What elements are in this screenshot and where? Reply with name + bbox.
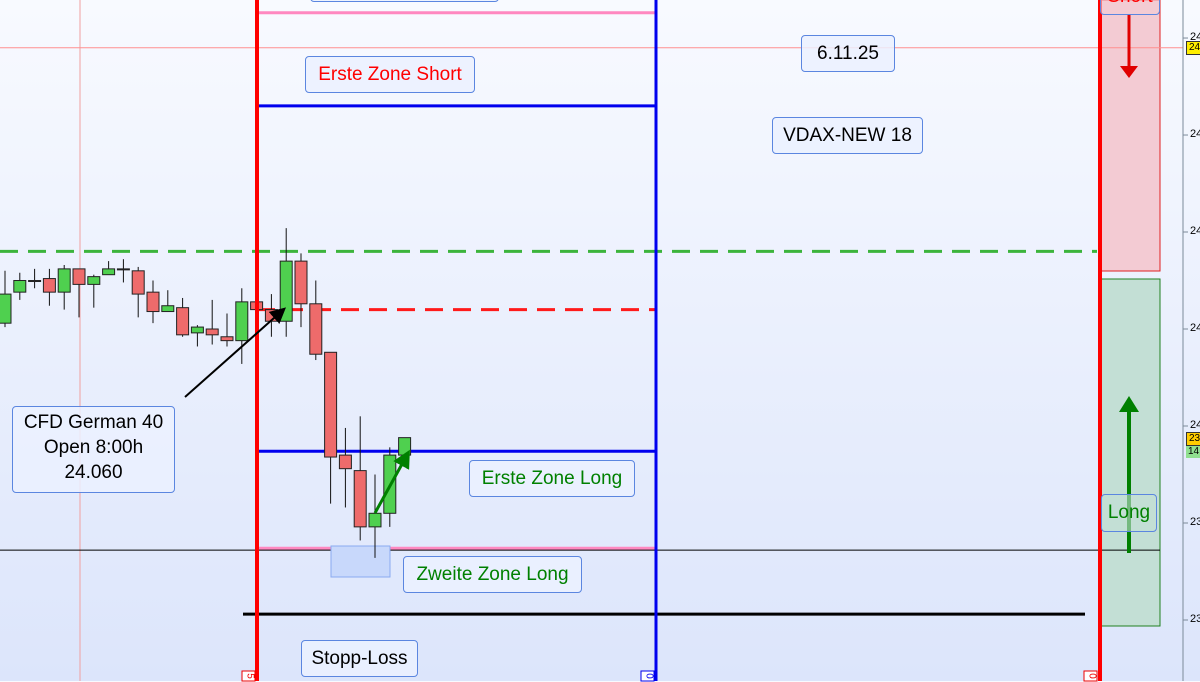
candle-body bbox=[146, 291, 160, 313]
candle-body bbox=[190, 326, 204, 334]
candle bbox=[220, 313, 234, 347]
date-label[interactable]: 6.11.25 bbox=[801, 35, 895, 72]
long-label[interactable]: Long bbox=[1101, 494, 1157, 532]
axis-tick-label: 24 bbox=[1190, 419, 1200, 431]
candle bbox=[102, 261, 116, 276]
candle bbox=[87, 274, 101, 308]
candle bbox=[235, 288, 249, 364]
candle bbox=[176, 297, 190, 337]
candle-body bbox=[324, 351, 338, 458]
candle bbox=[42, 268, 56, 306]
stop-loss-label[interactable]: Stopp-Loss bbox=[301, 640, 418, 677]
candle bbox=[146, 280, 160, 324]
short-arrow-head bbox=[1120, 66, 1138, 78]
erste-zone-short-label[interactable]: Erste Zone Short bbox=[305, 56, 475, 93]
candle-body bbox=[235, 301, 249, 342]
candle bbox=[28, 268, 42, 289]
candle bbox=[205, 299, 219, 345]
candle-body bbox=[353, 470, 367, 528]
candle bbox=[398, 437, 412, 456]
candle-body bbox=[176, 307, 190, 336]
axis-tick-label: 23 bbox=[1190, 515, 1200, 528]
session-start-tag: 5 bbox=[241, 670, 256, 682]
rebound-arrow bbox=[373, 449, 410, 514]
axis-tick-label: 24 bbox=[1190, 322, 1200, 334]
candle-body bbox=[13, 280, 27, 293]
long-arrow-head bbox=[1119, 396, 1139, 412]
candle bbox=[324, 351, 338, 504]
selection-box bbox=[330, 545, 391, 578]
candle-body bbox=[220, 336, 234, 342]
candle bbox=[294, 253, 308, 328]
session-end-tag: 0 bbox=[1083, 670, 1098, 682]
candle-body bbox=[57, 268, 71, 293]
zweite-zone-long-label[interactable]: Zweite Zone Long bbox=[403, 556, 582, 593]
candle-body bbox=[338, 454, 352, 470]
candle-body bbox=[309, 303, 323, 355]
cfd-open-price: 24.060 bbox=[64, 462, 123, 483]
candle bbox=[190, 325, 204, 347]
candle-body bbox=[368, 512, 382, 528]
short-label[interactable]: Short bbox=[1100, 0, 1160, 15]
candle bbox=[13, 272, 27, 300]
open-arrow bbox=[184, 307, 286, 398]
top-label-box[interactable] bbox=[310, 0, 499, 2]
candle-body bbox=[294, 260, 308, 305]
candle-body bbox=[398, 437, 412, 456]
candle bbox=[309, 280, 323, 361]
candle-body bbox=[161, 305, 175, 313]
candle bbox=[279, 228, 293, 337]
price-tag-volume: 14 bbox=[1186, 446, 1200, 458]
axis-tick-label: 24 bbox=[1190, 225, 1200, 237]
axis-tick-label: 23 bbox=[1190, 612, 1200, 625]
axis-tick-label: 24 bbox=[1190, 128, 1200, 141]
candle bbox=[353, 416, 367, 541]
candle bbox=[0, 270, 12, 328]
price-tag-current: 23 bbox=[1186, 432, 1200, 446]
session-mid-tag: 0 bbox=[640, 670, 655, 682]
candle-body bbox=[0, 293, 12, 324]
candle bbox=[161, 290, 175, 313]
axis-tick-label: 24 bbox=[1190, 31, 1200, 44]
candle bbox=[368, 474, 382, 558]
candle bbox=[57, 264, 71, 310]
candle-body bbox=[205, 328, 219, 336]
vdax-label[interactable]: VDAX-NEW 18 bbox=[772, 117, 923, 154]
candle bbox=[338, 427, 352, 508]
candle-body bbox=[102, 268, 116, 276]
candle-body bbox=[116, 268, 130, 271]
price-tag-top: 24 bbox=[1186, 41, 1200, 55]
candle-body bbox=[72, 268, 86, 285]
candle bbox=[116, 259, 130, 283]
cfd-open-label[interactable]: CFD German 40 Open 8:00h 24.060 bbox=[12, 406, 175, 493]
candle-body bbox=[87, 276, 101, 285]
candle bbox=[72, 268, 86, 318]
cfd-name: CFD German 40 bbox=[23, 412, 164, 433]
candle-body bbox=[279, 260, 293, 322]
candle bbox=[131, 266, 145, 318]
candle-body bbox=[28, 280, 42, 283]
candle-body bbox=[131, 270, 145, 295]
erste-zone-long-label[interactable]: Erste Zone Long bbox=[469, 460, 635, 497]
candle-body bbox=[42, 278, 56, 293]
cfd-open-time: Open 8:00h bbox=[43, 437, 144, 458]
